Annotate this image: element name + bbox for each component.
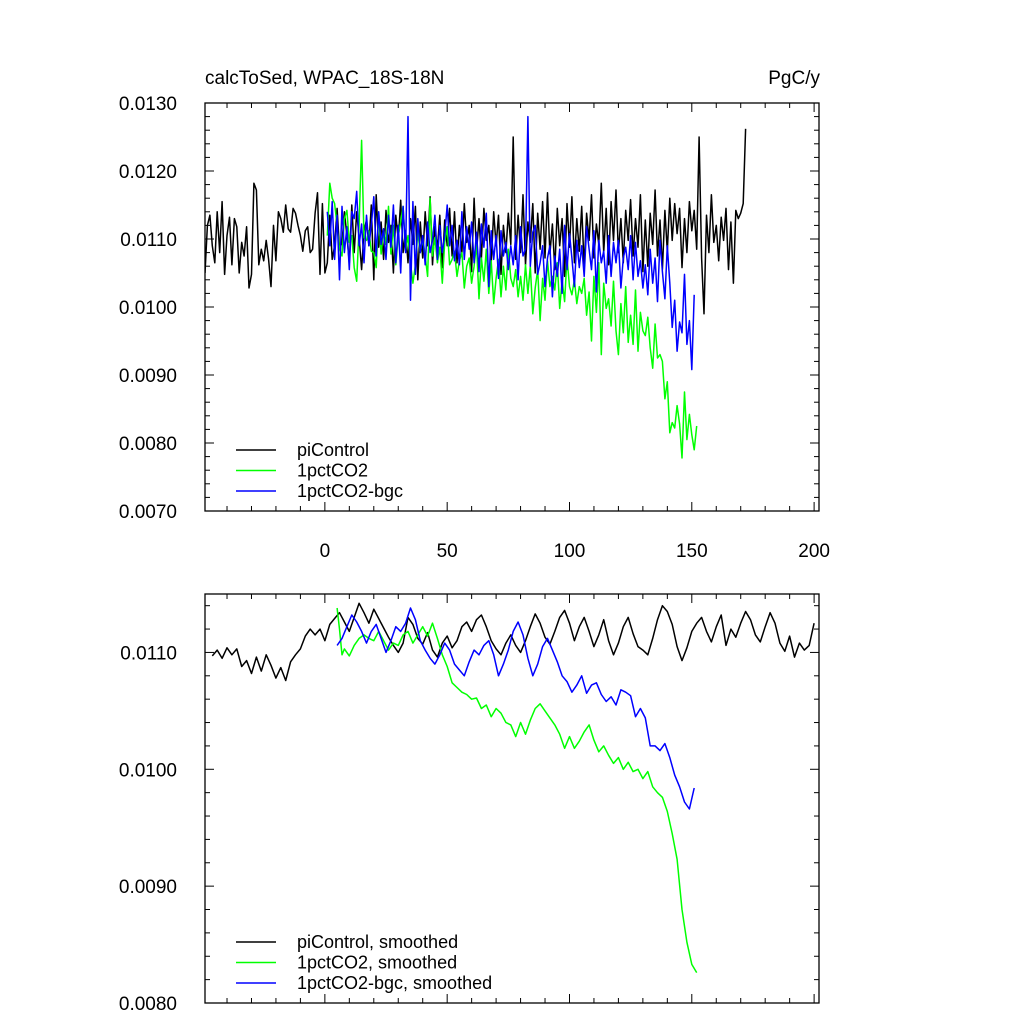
x-tick-label: 0	[320, 541, 331, 562]
legend-label-0: piControl, smoothed	[297, 932, 458, 952]
series-line-1	[336, 607, 698, 973]
y-tick-label: 0.0070	[119, 502, 177, 523]
y-tick-label: 0.0130	[119, 94, 177, 115]
series-line-0	[211, 602, 815, 682]
x-tick-label: 50	[437, 541, 458, 562]
y-tick-label: 0.0100	[119, 298, 177, 319]
series-line-0	[205, 128, 747, 315]
y-tick-label: 0.0120	[119, 162, 177, 183]
y-tick-label: 0.0100	[119, 760, 177, 781]
legend-label-1: 1pctCO2	[297, 461, 368, 481]
legend-label-1: 1pctCO2, smoothed	[297, 953, 457, 973]
plot-frame	[204, 593, 820, 1004]
y-tick-label: 0.0090	[119, 366, 177, 387]
series-line-1	[326, 139, 698, 459]
x-tick-label: 150	[676, 541, 708, 562]
chart-title: calcToSed, WPAC_18S-18N	[205, 68, 444, 89]
top-panel: 0 50 100 150 200 0.0070 0.0080 0.0090 0.0100 0.01…	[119, 94, 830, 562]
y-tick-label: 0.0080	[119, 994, 177, 1015]
units-label: PgC/y	[768, 68, 820, 89]
legend-label-2: 1pctCO2-bgc, smoothed	[297, 973, 492, 993]
series-line-2	[326, 115, 695, 371]
y-tick-label: 0.0110	[120, 230, 177, 251]
bottom-panel: 0.0080 0.0090 0.0100 0.0110 piControl, smoot…	[119, 593, 820, 1015]
legend-label-0: piControl	[297, 440, 369, 460]
x-tick-label: 200	[798, 541, 830, 562]
y-tick-label: 0.0110	[120, 643, 177, 664]
y-tick-label: 0.0090	[119, 877, 177, 898]
series-line-2	[336, 607, 695, 810]
y-tick-label: 0.0080	[119, 434, 177, 455]
legend-label-2: 1pctCO2-bgc	[297, 481, 403, 501]
x-tick-label: 100	[554, 541, 586, 562]
